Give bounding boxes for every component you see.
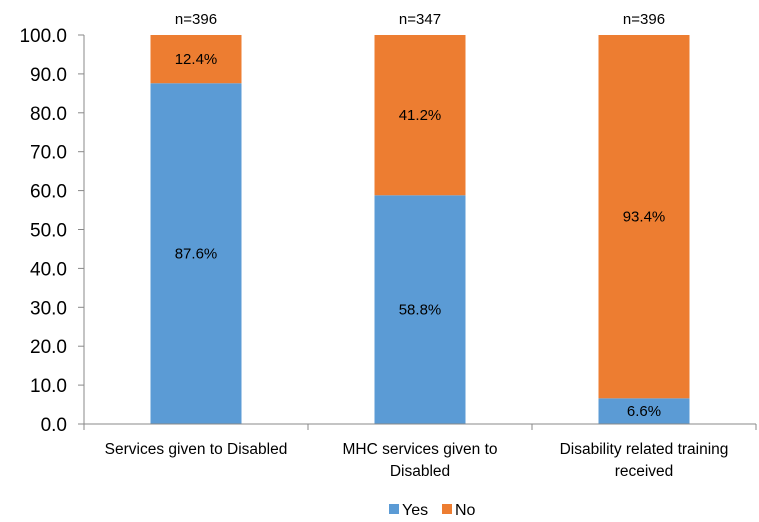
y-tick-label: 0.0 <box>41 415 67 436</box>
x-category-label: Disabled <box>390 463 450 480</box>
data-label: 41.2% <box>399 107 442 124</box>
data-label: 6.6% <box>627 403 661 420</box>
y-tick-label: 70.0 <box>30 143 67 164</box>
legend-swatch-yes <box>389 504 399 514</box>
y-tick-label: 100.0 <box>19 26 67 47</box>
data-label: 87.6% <box>175 246 218 263</box>
y-axis-ticks: 0.0 10.0 20.0 30.0 40.0 50.0 60.0 70.0 80.0 90.0 1… <box>19 26 84 436</box>
y-tick-label: 10.0 <box>30 376 67 397</box>
legend: Yes No <box>389 502 476 519</box>
bars: 87.6% 12.4% n=396 58.8% 41.2% n=347 6.6% 93.4% n… <box>150 11 690 425</box>
y-tick-label: 50.0 <box>30 221 67 242</box>
x-category-label: MHC services given to <box>342 441 497 458</box>
bar-segment-yes <box>598 398 690 424</box>
x-category-label: Services given to Disabled <box>105 441 288 458</box>
y-tick-label: 60.0 <box>30 182 67 203</box>
axes <box>83 35 757 430</box>
legend-label: No <box>455 502 476 519</box>
y-tick-label: 90.0 <box>30 65 67 86</box>
legend-label: Yes <box>402 502 428 519</box>
x-category-label: Disability related training <box>560 441 729 458</box>
x-category-label: received <box>615 463 674 480</box>
data-label: 58.8% <box>399 302 442 319</box>
y-tick-label: 80.0 <box>30 104 67 125</box>
sample-size-label: n=347 <box>399 11 441 28</box>
sample-size-label: n=396 <box>175 11 217 28</box>
sample-size-label: n=396 <box>623 11 665 28</box>
bar-segment-no <box>598 35 690 399</box>
bar-segment-yes <box>374 195 466 424</box>
y-tick-label: 40.0 <box>30 259 67 280</box>
y-tick-label: 30.0 <box>30 298 67 319</box>
data-label: 93.4% <box>623 209 666 226</box>
x-axis-categories: Services given to Disabled MHC services g… <box>105 441 729 480</box>
y-tick-label: 20.0 <box>30 337 67 358</box>
data-label: 12.4% <box>175 51 218 68</box>
legend-swatch-no <box>442 504 452 514</box>
bar-segment-no <box>150 35 242 84</box>
bar-segment-no <box>374 35 466 196</box>
bar-segment-yes <box>150 83 242 425</box>
